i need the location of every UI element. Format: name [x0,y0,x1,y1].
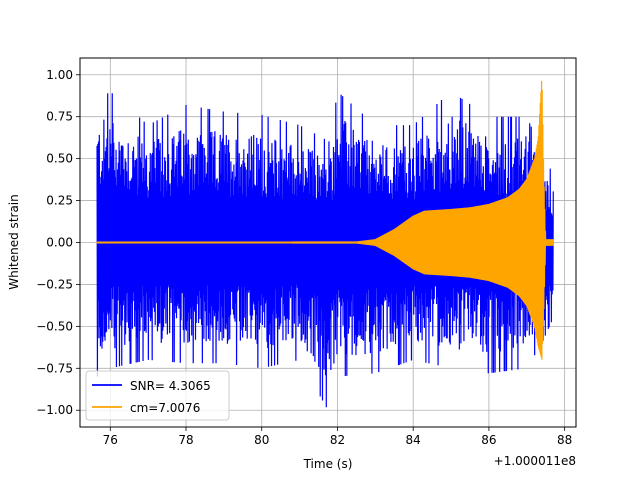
y-tick-label: −0.25 [36,277,73,291]
x-tick-label: 78 [178,433,193,447]
series-layer [96,81,554,408]
y-tick-label: 1.00 [46,68,73,82]
x-axis-label: Time (s) [303,457,353,471]
series-cm-line [96,81,554,360]
y-tick-label: −0.50 [36,319,73,333]
x-tick-label: 88 [557,433,572,447]
y-tick-label: 0.75 [46,110,73,124]
x-tick-label: 86 [481,433,496,447]
y-tick-label: 0.50 [46,152,73,166]
series-snr-line [96,93,554,408]
x-tick-label: 84 [406,433,421,447]
plot-area [96,81,554,408]
legend: SNR= 4.3065 cm=7.0076 [85,370,230,421]
x-axis-ticks: 76 78 80 82 84 86 88 [103,427,572,447]
x-tick-label: 80 [254,433,269,447]
y-tick-label: −0.75 [36,361,73,375]
y-tick-label: 0.00 [46,236,73,250]
x-axis-offset-label: +1.000011e8 [494,454,576,468]
y-axis-label: Whitened strain [7,194,21,290]
x-tick-label: 82 [330,433,345,447]
y-tick-label: −1.00 [36,403,73,417]
legend-label-cm: cm=7.0076 [130,401,200,415]
legend-label-snr: SNR= 4.3065 [130,379,211,393]
y-tick-label: 0.25 [46,194,73,208]
x-tick-label: 76 [103,433,118,447]
y-axis-ticks: 1.00 0.75 0.50 0.25 0.00 −0.25 −0.50 −0.75 −1.00 [36,68,80,417]
